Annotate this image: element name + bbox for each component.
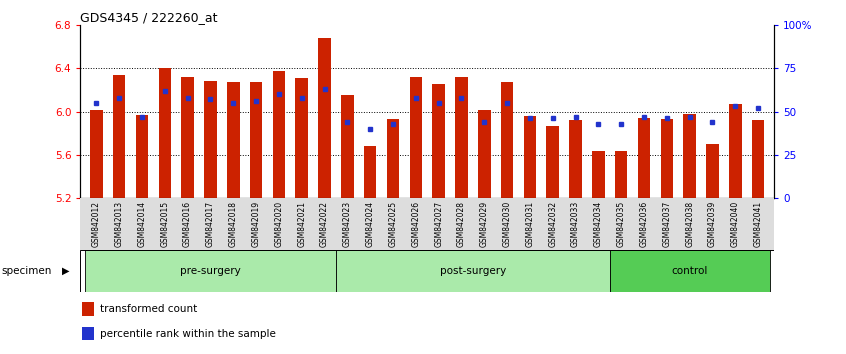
Bar — [615, 150, 628, 198]
Bar — [478, 110, 491, 198]
Text: GSM842037: GSM842037 — [662, 201, 672, 247]
Text: GSM842018: GSM842018 — [228, 201, 238, 247]
Bar — [227, 82, 239, 198]
Bar — [113, 75, 125, 198]
Text: GSM842028: GSM842028 — [457, 201, 466, 247]
Bar — [592, 150, 605, 198]
Text: GSM842019: GSM842019 — [251, 201, 261, 247]
Bar — [250, 82, 262, 198]
Bar — [181, 77, 194, 198]
Text: GSM842016: GSM842016 — [183, 201, 192, 247]
Bar — [524, 116, 536, 198]
Text: GSM842036: GSM842036 — [640, 201, 649, 247]
Bar — [432, 84, 445, 198]
Bar — [638, 118, 651, 198]
Bar — [204, 81, 217, 198]
Text: GSM842023: GSM842023 — [343, 201, 352, 247]
Text: GSM842020: GSM842020 — [274, 201, 283, 247]
Text: GSM842012: GSM842012 — [92, 201, 101, 247]
Text: GSM842026: GSM842026 — [411, 201, 420, 247]
Text: percentile rank within the sample: percentile rank within the sample — [100, 329, 276, 338]
Text: GSM842040: GSM842040 — [731, 201, 739, 247]
Text: ▶: ▶ — [62, 266, 69, 276]
Bar — [706, 144, 719, 198]
Text: control: control — [672, 266, 708, 276]
Text: GSM842014: GSM842014 — [138, 201, 146, 247]
Text: GSM842039: GSM842039 — [708, 201, 717, 247]
Text: GSM842025: GSM842025 — [388, 201, 398, 247]
Bar — [547, 126, 559, 198]
Bar — [82, 302, 94, 316]
Text: GSM842041: GSM842041 — [754, 201, 762, 247]
Bar — [90, 110, 102, 198]
Bar — [135, 115, 148, 198]
Bar — [387, 119, 399, 198]
Text: GSM842033: GSM842033 — [571, 201, 580, 247]
Bar — [501, 82, 514, 198]
Text: GSM842038: GSM842038 — [685, 201, 695, 247]
Bar — [295, 78, 308, 198]
Bar — [341, 95, 354, 198]
Bar — [729, 104, 742, 198]
Bar — [455, 77, 468, 198]
Bar — [158, 68, 171, 198]
Text: GSM842032: GSM842032 — [548, 201, 558, 247]
Text: GSM842022: GSM842022 — [320, 201, 329, 247]
Text: GSM842035: GSM842035 — [617, 201, 626, 247]
Text: GSM842024: GSM842024 — [365, 201, 375, 247]
Text: post-surgery: post-surgery — [440, 266, 506, 276]
Bar — [336, 250, 610, 292]
Text: transformed count: transformed count — [100, 304, 197, 314]
Bar — [684, 114, 696, 198]
Bar — [409, 77, 422, 198]
Text: GSM842027: GSM842027 — [434, 201, 443, 247]
Bar — [272, 72, 285, 198]
Bar — [85, 250, 336, 292]
Text: GSM842021: GSM842021 — [297, 201, 306, 247]
Text: GSM842034: GSM842034 — [594, 201, 603, 247]
Text: GSM842029: GSM842029 — [480, 201, 489, 247]
Bar — [364, 146, 376, 198]
Bar — [661, 119, 673, 198]
Text: GDS4345 / 222260_at: GDS4345 / 222260_at — [80, 11, 218, 24]
Bar — [610, 250, 770, 292]
Text: specimen: specimen — [2, 266, 52, 276]
Bar — [752, 120, 765, 198]
Bar — [569, 120, 582, 198]
Text: GSM842015: GSM842015 — [160, 201, 169, 247]
Text: pre-surgery: pre-surgery — [180, 266, 241, 276]
Bar — [318, 38, 331, 198]
Text: GSM842017: GSM842017 — [206, 201, 215, 247]
Text: GSM842030: GSM842030 — [503, 201, 512, 247]
Bar — [82, 327, 94, 341]
Text: GSM842031: GSM842031 — [525, 201, 535, 247]
Text: GSM842013: GSM842013 — [115, 201, 124, 247]
